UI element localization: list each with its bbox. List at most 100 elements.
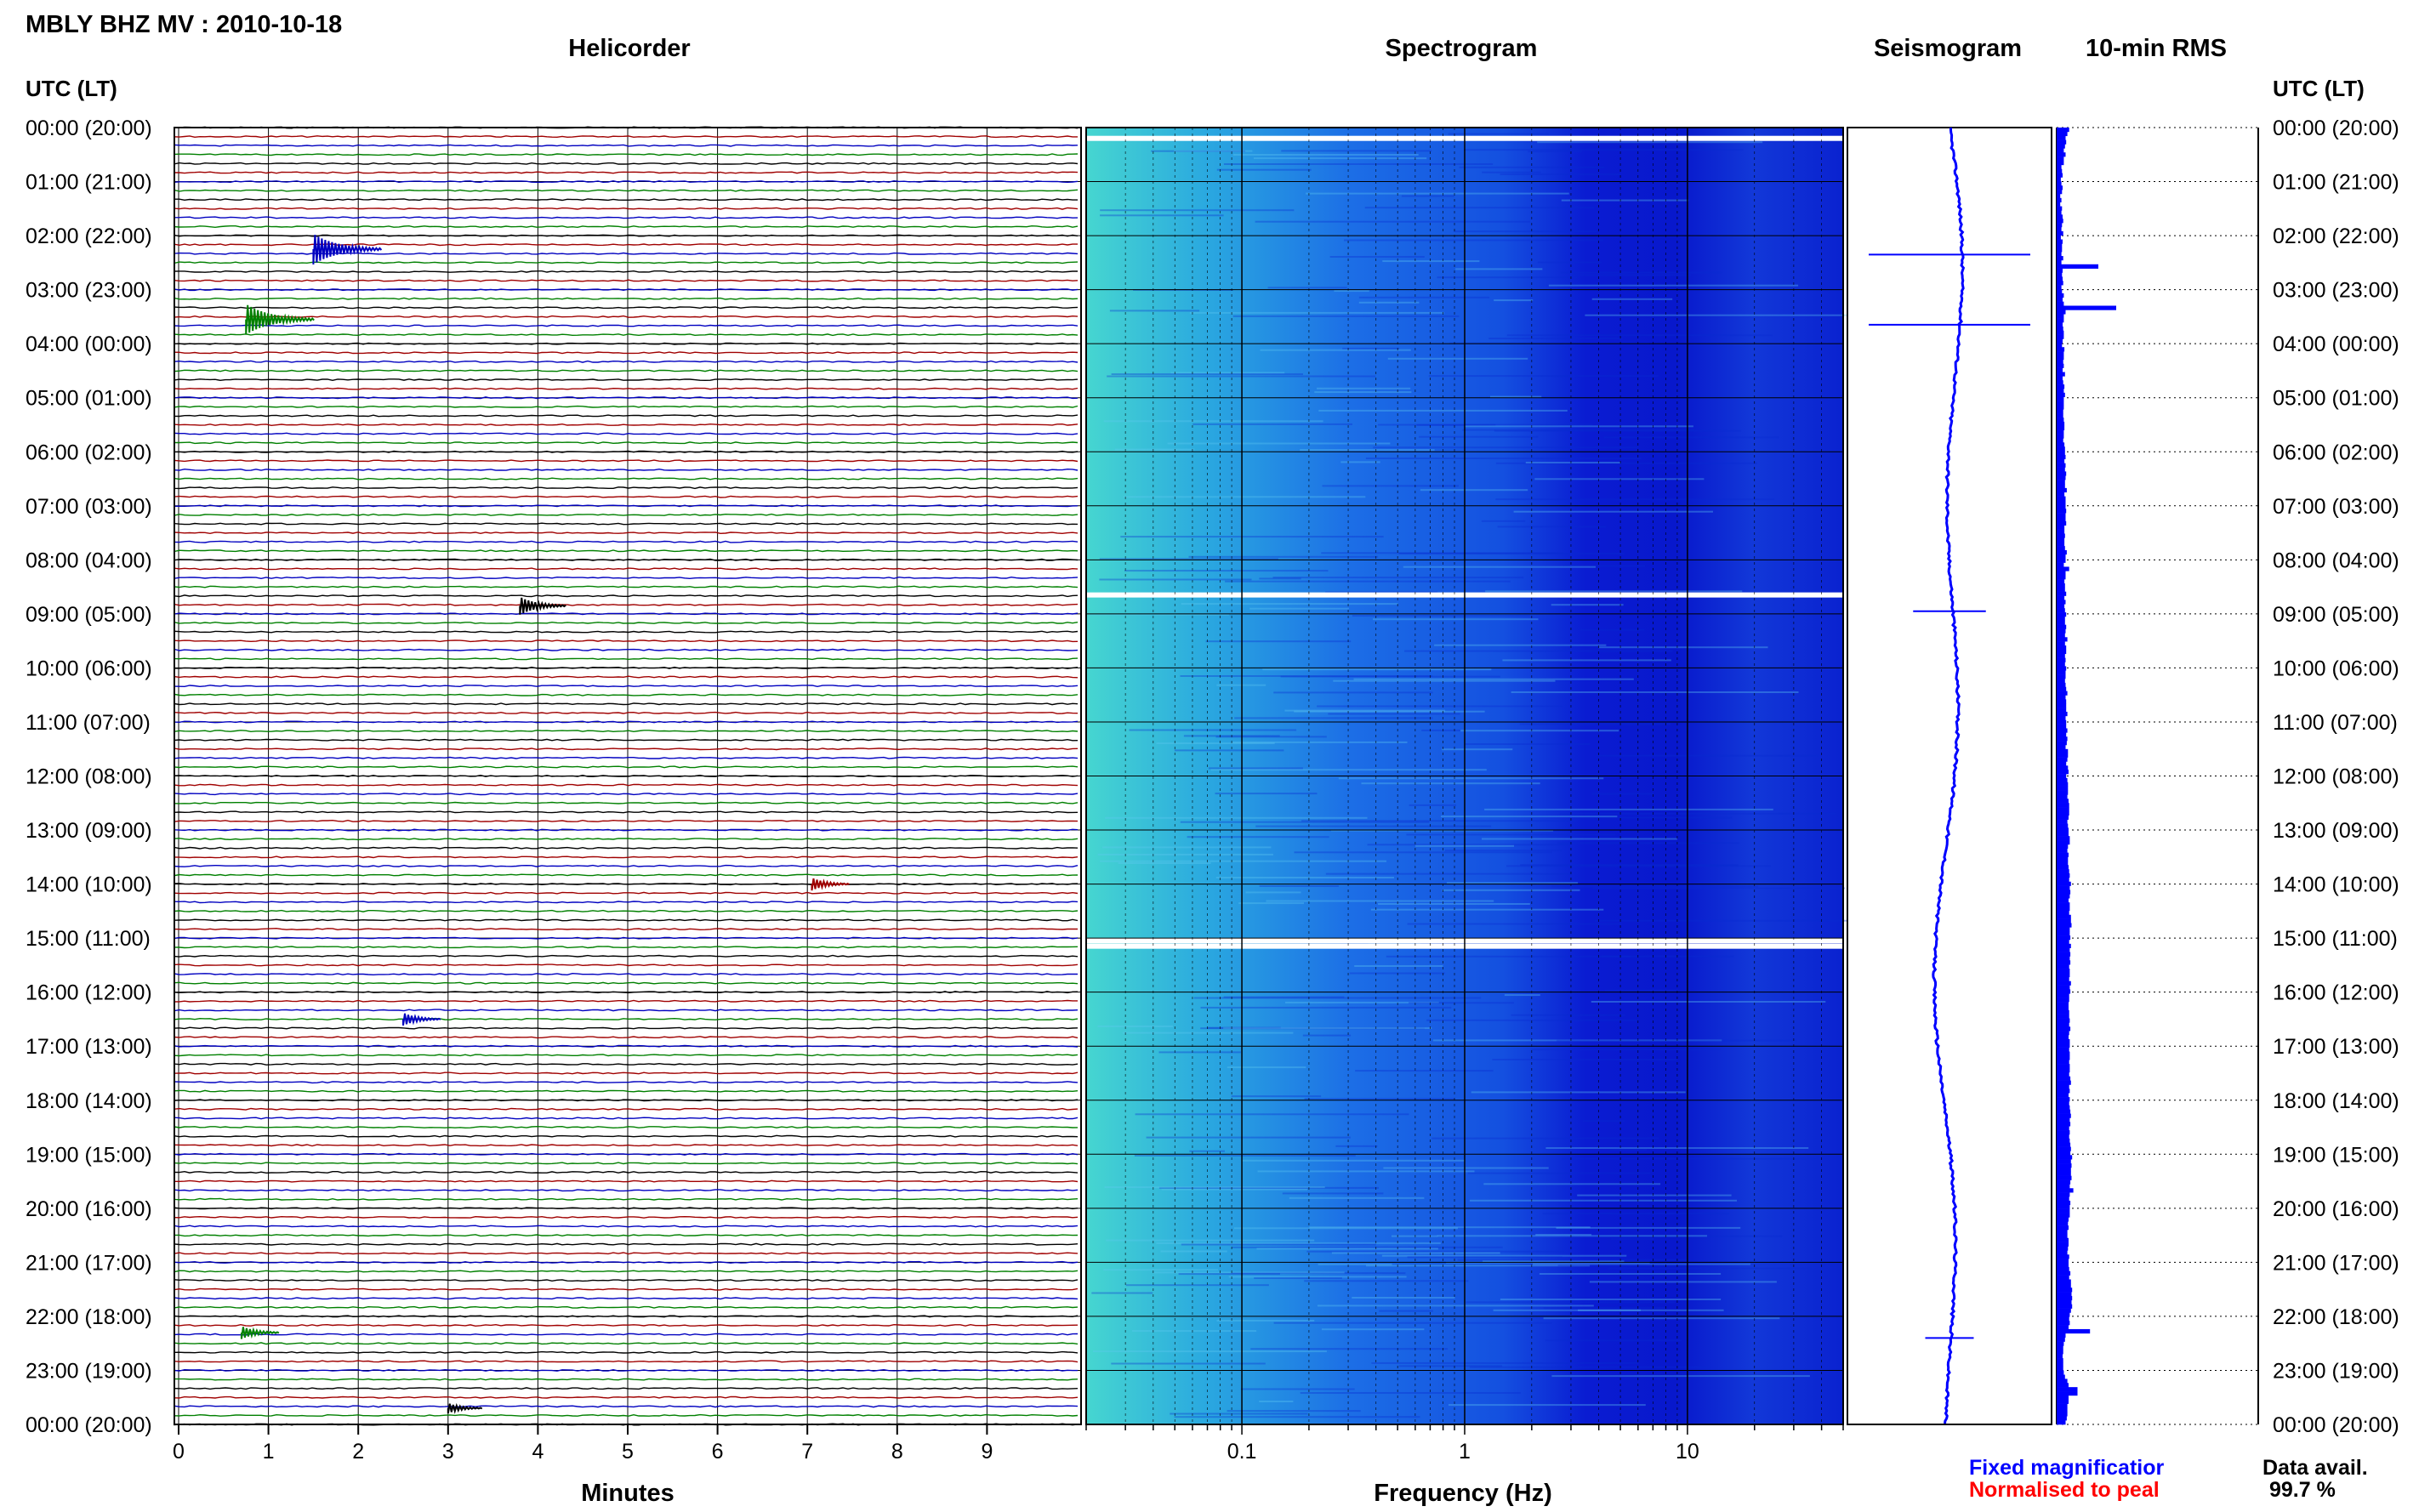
spectrogram-streak (1210, 769, 1487, 771)
rms-bar (2057, 641, 2065, 646)
helicorder-event (245, 304, 315, 335)
spectrogram-streak (1492, 1059, 1677, 1060)
spectrogram-streak (1223, 163, 1494, 165)
spectrogram-streak (1146, 1136, 1351, 1139)
rms-bar (2057, 583, 2065, 588)
rms-bar (2057, 1250, 2068, 1255)
spectrogram-streak (1354, 965, 1443, 967)
spectrogram-streak (1104, 1186, 1325, 1189)
spectrogram-streak (1097, 1025, 1173, 1027)
rms-bar (2057, 807, 2069, 812)
helicorder-trace (174, 540, 1079, 543)
rms-bar (2057, 264, 2098, 269)
rms-bar (2057, 861, 2069, 866)
rms-bar (2057, 628, 2066, 634)
rms-bar (2057, 736, 2068, 742)
helicorder-trace (174, 981, 1079, 985)
spectrogram-streak (1409, 804, 1456, 806)
spectrogram-streak (1259, 1401, 1294, 1402)
spectrogram-x-ticks: 0.1 1 10 (1085, 1424, 1844, 1464)
rms-bar (2057, 219, 2063, 224)
utc-header-right: UTC (LT) (2273, 76, 2365, 101)
rms-bar (2057, 1237, 2069, 1242)
spectrogram-streak (1192, 423, 1352, 425)
helicorder-event (312, 235, 383, 265)
spectrogram-streak (1231, 1246, 1503, 1248)
spectrogram-streak (1542, 1213, 1730, 1215)
spectrogram-streak (1591, 1001, 1826, 1003)
spectrogram-streak (1511, 1014, 1625, 1016)
spectrogram-streak (1100, 214, 1224, 217)
hour-label-right: 02:00 (22:00) (2273, 225, 2399, 248)
rms-bar (2057, 380, 2063, 385)
helicorder-trace (174, 531, 1079, 535)
rms-bar (2057, 310, 2066, 315)
rms-bar (2057, 1134, 2069, 1140)
rms-bar (2057, 1412, 2068, 1417)
spectrogram-streak (1242, 1159, 1465, 1162)
rms-bar (2057, 1179, 2071, 1185)
helicorder-trace (174, 838, 1079, 841)
rms-bar (2057, 446, 2065, 452)
rms-bar (2057, 1366, 2063, 1371)
hour-label-right: 15:00 (11:00) (2273, 927, 2398, 951)
spectrogram-streak (1548, 284, 1799, 287)
spectrogram-streak (1257, 1170, 1475, 1173)
rms-bar (2057, 1109, 2071, 1114)
spectrogram-streak (1594, 919, 1861, 922)
rms-bar (2057, 1337, 2065, 1342)
helicorder-trace (174, 1036, 1079, 1039)
spectrogram-streak (1559, 812, 1836, 815)
spectrogram-streak (1328, 713, 1460, 715)
spectrogram-streak (1156, 1242, 1441, 1244)
rms-bar (2057, 458, 2065, 463)
spectrogram-streak (1120, 536, 1384, 538)
helicorder-trace (174, 783, 1079, 787)
rms-bar (2057, 1022, 2069, 1027)
spectrogram-streak (1106, 1239, 1315, 1242)
spectrogram-streak (1158, 1051, 1241, 1054)
helicorder-trace (174, 351, 1079, 355)
spectrogram-streak (1467, 1172, 1651, 1174)
rms-bar (2057, 305, 2116, 310)
spectrogram-streak (1543, 1317, 1780, 1320)
spectrogram-streak (1200, 1027, 1425, 1030)
rms-bar (2057, 1047, 2069, 1052)
spectrogram-streak (1543, 1307, 1665, 1310)
spectrogram-streak (1471, 1091, 1686, 1094)
spectrogram-streak (1253, 157, 1427, 160)
helicorder-trace (174, 730, 1079, 733)
rms-bar (2057, 918, 2071, 924)
spectrogram-streak (1205, 640, 1352, 643)
rms-bar (2057, 554, 2066, 560)
utc-header-left: UTC (LT) (26, 76, 117, 101)
spectrogram-streak (1513, 510, 1713, 513)
helicorder-trace (174, 324, 1079, 327)
helicorder-trace (174, 576, 1079, 580)
rms-bar (2057, 595, 2065, 600)
spectrogram-streak (1255, 220, 1531, 223)
spectrogram-streak (1300, 1392, 1521, 1394)
spectrogram-streak (1240, 1388, 1355, 1390)
helicorder-trace (174, 918, 1079, 922)
spectrogram-streak (1335, 1145, 1378, 1147)
spectrogram-streak (1174, 150, 1253, 152)
helicorder-trace (174, 1260, 1079, 1264)
helicorder-trace (174, 459, 1079, 463)
rms-bar (2057, 484, 2065, 489)
spectrogram-title: Spectrogram (1386, 35, 1538, 62)
spectrogram-streak (1416, 423, 1496, 426)
spectrogram-streak (1557, 842, 1739, 844)
rms-bar (2057, 1328, 2091, 1334)
rms-bar (2057, 832, 2069, 837)
spectrogram-streak (1370, 908, 1604, 911)
rms-bar (2057, 226, 2062, 232)
helicorder-trace (174, 387, 1079, 390)
spectrogram-streak (1321, 552, 1563, 554)
spectrogram-streak (1306, 1250, 1565, 1253)
rms-bar (2057, 525, 2065, 530)
helicorder-trace (174, 1170, 1079, 1174)
rms-bar (2057, 1230, 2068, 1235)
helicorder-panel: 0 1 2 3 4 5 6 7 8 9 Minutes (173, 126, 1082, 1507)
spectrogram-streak (1232, 315, 1460, 317)
